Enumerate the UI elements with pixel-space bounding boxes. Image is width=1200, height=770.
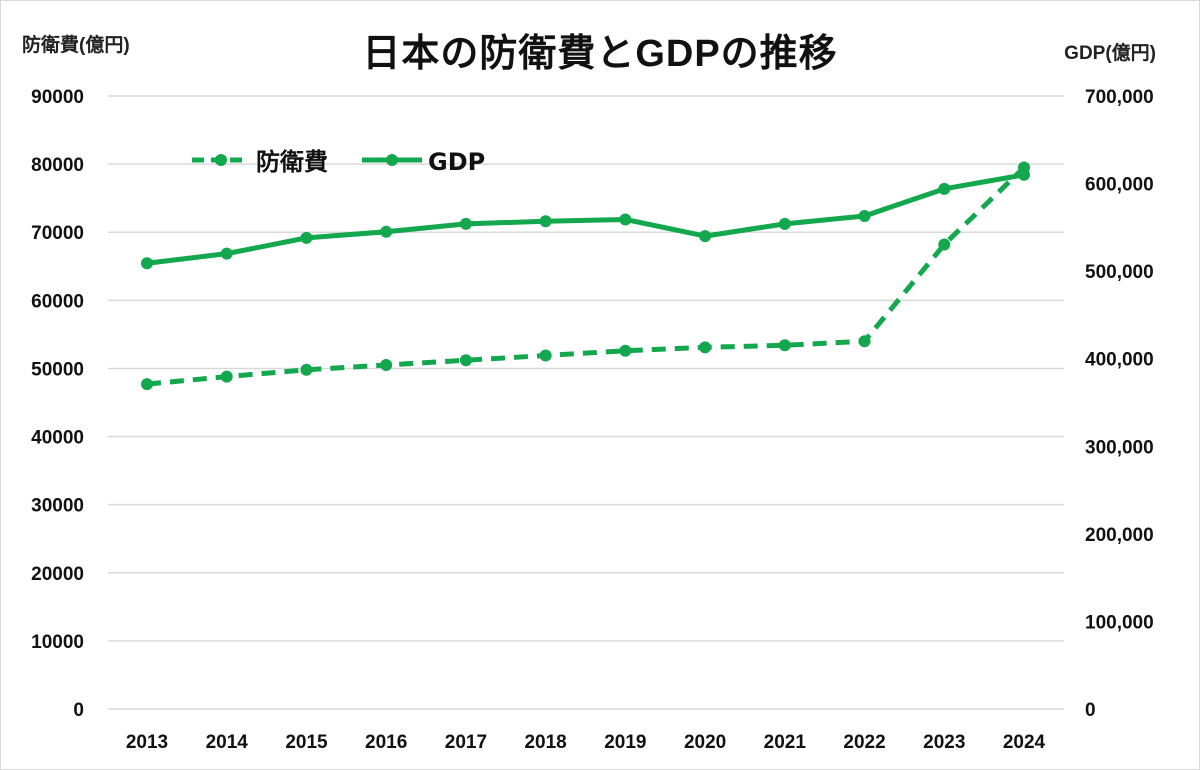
- x-tick-label: 2014: [206, 732, 249, 753]
- legend-label: 防衛費: [256, 148, 328, 176]
- data-point: [141, 378, 153, 391]
- legend-item-gdp: GDP: [362, 148, 485, 176]
- chart-title: 日本の防衛費とGDPの推移: [362, 33, 838, 75]
- left-tick-label: 30000: [31, 496, 84, 517]
- left-tick-label: 20000: [31, 564, 84, 585]
- x-tick-label: 2017: [445, 732, 487, 753]
- left-tick-label: 90000: [31, 87, 84, 108]
- data-point: [539, 215, 552, 228]
- series-line: [146, 165, 1026, 387]
- gridlines: [108, 95, 1064, 710]
- data-point: [141, 257, 153, 270]
- left-tick-label: 10000: [31, 632, 84, 653]
- series-defense: [141, 161, 1030, 391]
- right-tick-label: 300,000: [1085, 437, 1154, 458]
- data-point: [778, 339, 791, 352]
- left-tick-label: 0: [73, 700, 84, 721]
- data-point: [858, 335, 871, 348]
- data-point: [380, 359, 393, 372]
- data-point: [220, 370, 233, 383]
- right-tick-label: 100,000: [1085, 612, 1154, 633]
- data-point: [938, 238, 951, 251]
- legend: 防衛費 GDP: [192, 148, 485, 176]
- data-point: [459, 354, 472, 367]
- x-tick-label: 2020: [684, 732, 726, 753]
- x-tick-label: 2015: [285, 732, 328, 753]
- legend-item-defense: 防衛費: [192, 148, 328, 176]
- legend-marker: [215, 154, 227, 166]
- right-tick-label: 600,000: [1085, 175, 1154, 196]
- left-tick-label: 70000: [31, 223, 84, 244]
- right-tick-label: 700,000: [1085, 87, 1154, 108]
- series-group: [141, 161, 1030, 391]
- left-tick-label: 60000: [31, 291, 84, 312]
- x-axis-ticks: 2013 2014 2015 2016 2017 2018 2019 2020 2021 2022…: [126, 732, 1046, 753]
- x-tick-label: 2024: [1003, 732, 1046, 753]
- data-point: [459, 217, 472, 230]
- legend-marker: [386, 154, 398, 166]
- data-point: [619, 344, 632, 357]
- data-point: [858, 209, 871, 222]
- data-point: [778, 217, 791, 230]
- data-point: [300, 363, 313, 376]
- right-tick-label: 400,000: [1085, 350, 1154, 371]
- data-point: [1018, 168, 1030, 181]
- left-tick-label: 80000: [31, 155, 84, 176]
- left-tick-label: 40000: [31, 428, 84, 449]
- data-point: [699, 341, 712, 354]
- data-point: [300, 231, 313, 244]
- x-tick-label: 2019: [604, 732, 646, 753]
- x-tick-label: 2021: [764, 732, 807, 753]
- x-tick-label: 2016: [365, 732, 407, 753]
- left-axis-ticks: 0 10000 20000 30000 40000 50000 60000 70000 8000…: [31, 87, 84, 721]
- right-axis-title: GDP(億円): [1064, 43, 1156, 64]
- right-tick-label: 500,000: [1085, 262, 1154, 283]
- data-point: [539, 349, 552, 362]
- left-tick-label: 50000: [31, 359, 84, 380]
- series-line: [146, 172, 1025, 266]
- data-point: [380, 225, 393, 238]
- left-axis-title: 防衛費(億円): [22, 35, 130, 56]
- x-tick-label: 2013: [126, 732, 168, 753]
- right-tick-label: 200,000: [1085, 525, 1154, 546]
- legend-label: GDP: [428, 148, 485, 176]
- right-axis-ticks: 0 100,000 200,000 300,000 400,000 500,000 600,…: [1085, 87, 1154, 721]
- series-gdp: [141, 168, 1030, 270]
- x-tick-label: 2018: [524, 732, 566, 753]
- x-tick-label: 2022: [843, 732, 885, 753]
- data-point: [938, 182, 951, 195]
- data-point: [220, 247, 233, 260]
- right-tick-label: 0: [1085, 700, 1096, 721]
- data-point: [619, 213, 632, 226]
- x-tick-label: 2023: [923, 732, 965, 753]
- data-point: [699, 230, 712, 243]
